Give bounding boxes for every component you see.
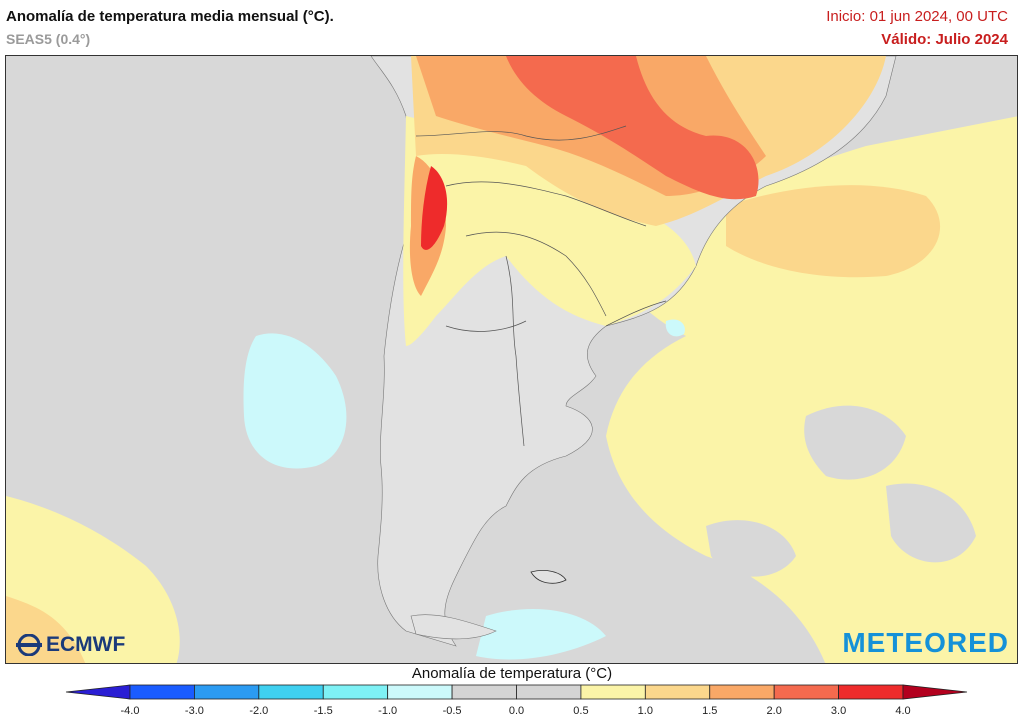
colorbar-segment [709, 684, 775, 700]
valid-date: Válido: Julio 2024 [881, 31, 1008, 48]
colorbar-tick-label: 0.5 [573, 705, 588, 717]
ecmwf-logo: ECMWF [14, 633, 125, 657]
rioplata-cold-area [665, 319, 685, 337]
atlantic-grey-patch-2 [886, 483, 976, 563]
colorbar-tick-label: 1.0 [638, 705, 653, 717]
colorbar-tick-label: 2.0 [767, 705, 782, 717]
model-subtitle: SEAS5 (0.4°) [6, 31, 91, 47]
colorbar: -4.0 -3.0 -2.0 -1.5 -1.0 -0.5 0.0 0.5 1.0 1.5 2.0 3… [65, 684, 968, 717]
colorbar-tick-label: -2.0 [249, 705, 268, 717]
anomaly-map: ECMWF METEORED [5, 55, 1018, 664]
colorbar-segment [773, 684, 839, 700]
colorbar-tick-label: 3.0 [831, 705, 846, 717]
colorbar-title: Anomalía de temperatura (°C) [411, 665, 613, 682]
meteored-logo: METEORED [842, 627, 1009, 658]
atlantic-grey-patch-1 [804, 405, 906, 480]
brazil-red-orange-area [506, 56, 759, 200]
colorbar-segment [451, 684, 517, 700]
colorbar-tick-label: 0.0 [509, 705, 524, 717]
map-title: Anomalía de temperatura media mensual (°… [6, 8, 334, 25]
colorbar-segment [258, 684, 324, 700]
andes-red-area [421, 166, 448, 250]
tierra-del-fuego [410, 614, 497, 640]
colorbar-low-extend [65, 684, 131, 700]
colorbar-segment [387, 684, 453, 700]
ecmwf-text: ECMWF [46, 633, 126, 656]
colorbar-high-extend [902, 684, 968, 700]
colorbar-tick-label: -1.5 [314, 705, 333, 717]
colorbar-segment [322, 684, 389, 700]
pacific-cold-area [243, 333, 347, 469]
colorbar-segment [516, 684, 582, 700]
drake-cold-area [476, 608, 606, 660]
colorbar-segment [129, 684, 195, 700]
atlantic-grey-patch-3 [706, 520, 796, 577]
falkland-islands [530, 570, 567, 584]
colorbar-tick-label: -1.0 [378, 705, 397, 717]
colorbar-tick-label: 4.0 [895, 705, 910, 717]
colorbar-segment [838, 684, 904, 700]
map-canvas [6, 56, 1017, 663]
ecmwf-icon [16, 634, 42, 656]
atlantic-orange-area [726, 185, 941, 278]
colorbar-segment [194, 684, 260, 700]
country-borders [415, 125, 667, 447]
colorbar-tick-label: -3.0 [185, 705, 204, 717]
colorbar-segment [580, 684, 646, 700]
init-date: Inicio: 01 jun 2024, 00 UTC [826, 8, 1008, 25]
colorbar-tick-label: 1.5 [702, 705, 717, 717]
land-yellow-area [403, 116, 696, 346]
colorbar-tick-label: -4.0 [121, 705, 140, 717]
colorbar-tick-label: -0.5 [443, 705, 462, 717]
colorbar-segment [644, 684, 711, 700]
